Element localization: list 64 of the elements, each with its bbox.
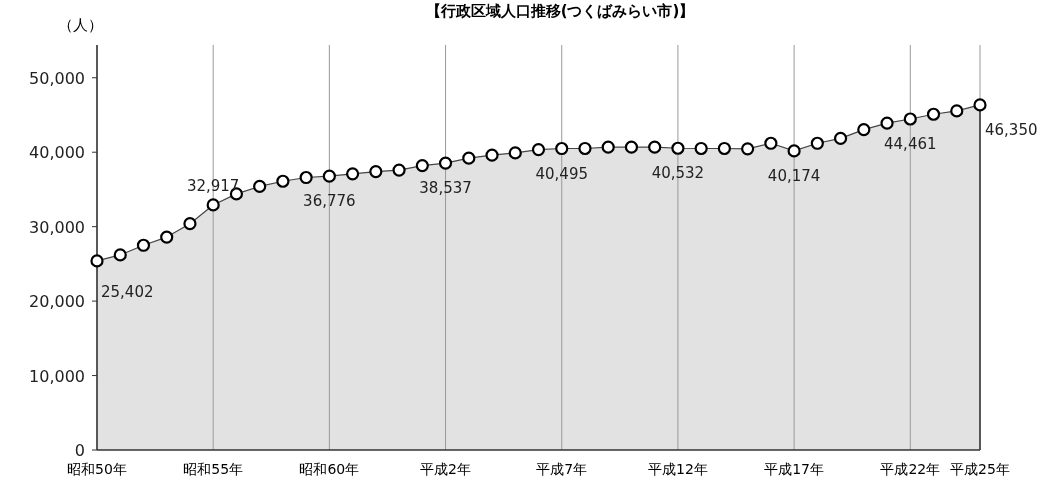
data-label: 38,537 <box>419 179 472 198</box>
point <box>508 146 522 160</box>
data-label: 40,532 <box>651 164 705 183</box>
point <box>555 141 569 156</box>
y-tick-label: 40,000 <box>29 143 85 163</box>
point <box>183 217 197 231</box>
point <box>485 148 499 162</box>
point <box>438 156 453 170</box>
data-label: 25,402 <box>101 282 154 301</box>
point <box>322 169 336 183</box>
point <box>694 141 708 156</box>
point <box>926 107 941 121</box>
x-tick-label: 平成12年 <box>648 461 708 477</box>
x-tick-label: 平成25年 <box>950 461 1010 477</box>
point <box>253 179 267 194</box>
point <box>160 230 174 244</box>
x-tick-label: 平成7年 <box>536 461 588 477</box>
point <box>833 131 848 146</box>
point <box>206 198 220 212</box>
point <box>810 136 824 150</box>
point <box>880 116 894 130</box>
point <box>276 174 290 188</box>
x-tick-label: 昭和55年 <box>183 461 244 477</box>
data-label: 46,350 <box>985 120 1038 139</box>
x-tick-label: 昭和60年 <box>299 461 360 477</box>
point <box>787 144 801 158</box>
point <box>950 104 964 118</box>
point <box>624 140 639 154</box>
point <box>857 123 871 137</box>
y-tick-label: 30,000 <box>29 217 85 237</box>
y-tick-label: 20,000 <box>29 292 85 312</box>
data-label: 40,495 <box>535 164 588 183</box>
x-tick-label: 平成17年 <box>764 461 825 477</box>
y-tick-label: 10,000 <box>29 366 85 386</box>
point <box>531 143 546 157</box>
point <box>764 136 778 150</box>
data-label: 44,461 <box>884 134 937 153</box>
point <box>113 248 127 262</box>
point <box>369 164 383 179</box>
point <box>462 151 476 165</box>
y-tick-label: 50,000 <box>29 68 85 88</box>
point <box>973 98 987 112</box>
point <box>346 167 360 181</box>
point <box>392 163 406 177</box>
point <box>601 140 615 154</box>
y-axis-title: （人） <box>57 16 103 34</box>
x-tick-label: 平成2年 <box>420 461 472 477</box>
data-label: 36,776 <box>303 192 356 211</box>
point <box>299 170 313 185</box>
point <box>741 142 755 156</box>
point <box>648 140 662 154</box>
data-label: 32,917 <box>186 176 240 195</box>
point <box>903 112 917 126</box>
y-tick-label: 0 <box>74 441 85 460</box>
x-tick-label: 昭和50年 <box>67 461 127 477</box>
point <box>671 141 685 155</box>
point <box>136 238 151 252</box>
point <box>90 254 104 268</box>
point <box>717 141 731 156</box>
point <box>415 159 429 173</box>
x-tick-label: 平成22年 <box>880 461 941 477</box>
point <box>578 141 592 156</box>
chart-title: 【行政区域人口推移(つくばみらい市)】 <box>425 2 695 20</box>
data-label: 40,174 <box>767 166 821 185</box>
